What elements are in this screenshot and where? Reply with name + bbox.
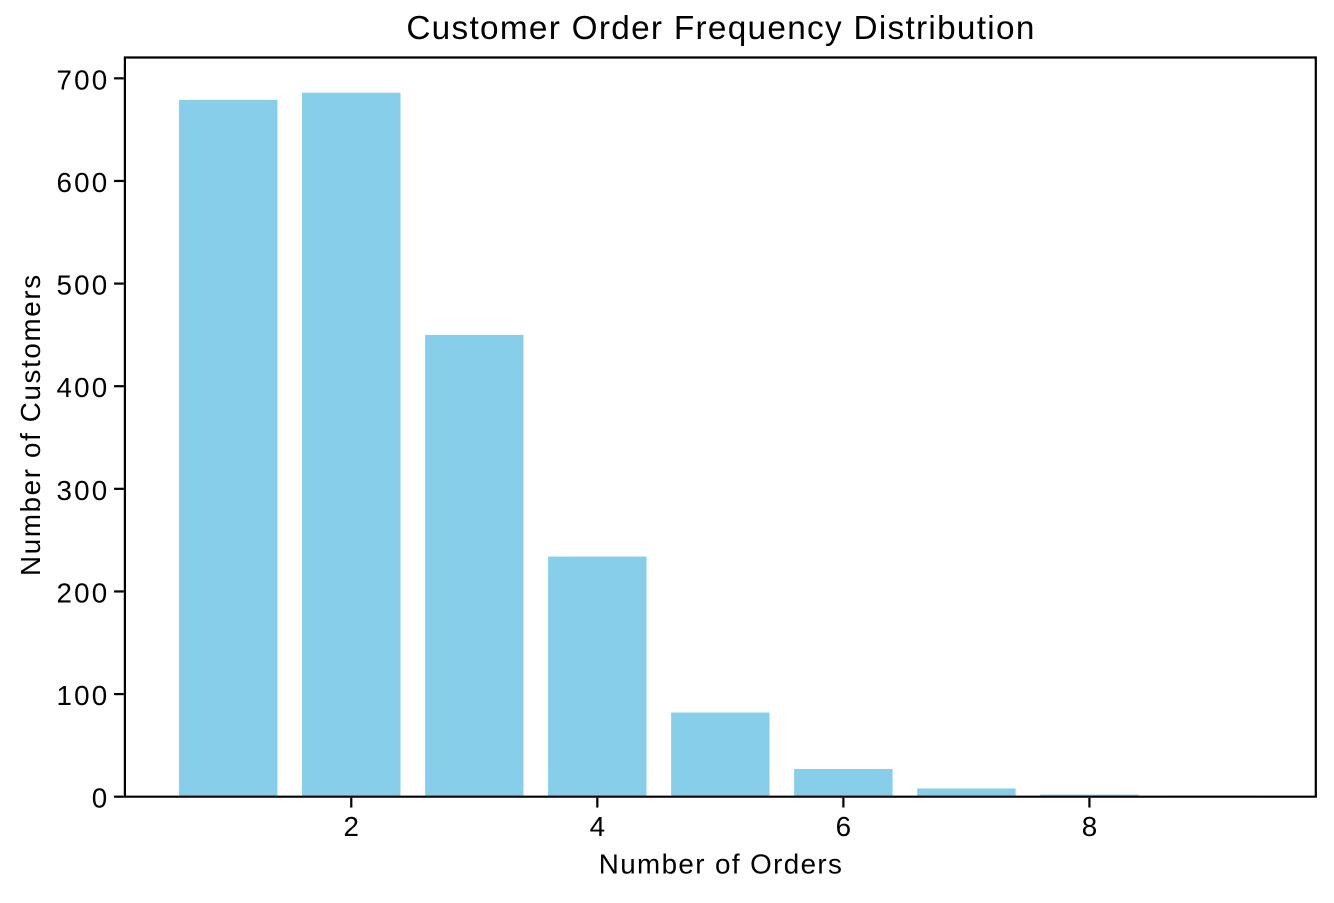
svg-text:600: 600 bbox=[56, 167, 109, 198]
svg-text:100: 100 bbox=[56, 680, 109, 711]
svg-text:400: 400 bbox=[56, 372, 109, 403]
svg-text:Customer Order Frequency Distr: Customer Order Frequency Distribution bbox=[406, 10, 1035, 47]
svg-text:200: 200 bbox=[56, 577, 109, 608]
svg-text:0: 0 bbox=[92, 783, 110, 814]
svg-text:500: 500 bbox=[56, 270, 109, 301]
svg-text:2: 2 bbox=[344, 811, 359, 842]
svg-text:4: 4 bbox=[590, 811, 605, 842]
svg-text:300: 300 bbox=[56, 475, 109, 506]
svg-text:8: 8 bbox=[1082, 811, 1097, 842]
svg-text:700: 700 bbox=[56, 64, 109, 95]
svg-text:6: 6 bbox=[836, 811, 851, 842]
svg-text:Number of Orders: Number of Orders bbox=[599, 848, 844, 879]
svg-text:Number of Customers: Number of Customers bbox=[15, 273, 46, 576]
